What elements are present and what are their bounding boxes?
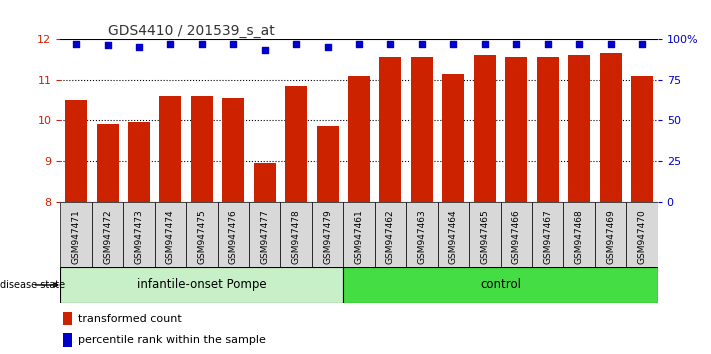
Bar — [128, 122, 150, 202]
Bar — [63, 333, 73, 347]
Bar — [254, 163, 276, 202]
Text: GSM947475: GSM947475 — [198, 210, 206, 264]
Point — [510, 41, 522, 47]
Text: GSM947463: GSM947463 — [417, 210, 427, 264]
Bar — [406, 202, 438, 267]
Point — [102, 42, 113, 48]
Point — [134, 44, 145, 50]
Bar — [97, 124, 119, 202]
Point — [542, 41, 553, 47]
Bar — [343, 267, 658, 303]
Point — [385, 41, 396, 47]
Bar — [568, 55, 590, 202]
Point — [353, 41, 365, 47]
Bar — [469, 202, 501, 267]
Text: GSM947472: GSM947472 — [103, 210, 112, 264]
Text: GSM947464: GSM947464 — [449, 210, 458, 264]
Bar — [218, 202, 249, 267]
Point — [165, 41, 176, 47]
Bar — [438, 202, 469, 267]
Bar — [63, 312, 73, 325]
Bar — [599, 53, 621, 202]
Bar — [223, 98, 245, 202]
Bar — [563, 202, 595, 267]
Point — [448, 41, 459, 47]
Point — [322, 44, 333, 50]
Bar — [155, 202, 186, 267]
Bar — [65, 100, 87, 202]
Text: infantile-onset Pompe: infantile-onset Pompe — [137, 279, 267, 291]
Bar — [474, 55, 496, 202]
Bar — [123, 202, 155, 267]
Bar — [186, 202, 218, 267]
Bar — [375, 202, 406, 267]
Text: GSM947467: GSM947467 — [543, 210, 552, 264]
Text: GSM947465: GSM947465 — [481, 210, 489, 264]
Point — [70, 41, 82, 47]
Text: GSM947477: GSM947477 — [260, 210, 269, 264]
Bar — [348, 76, 370, 202]
Bar — [631, 76, 653, 202]
Text: GSM947468: GSM947468 — [574, 210, 584, 264]
Bar — [411, 57, 433, 202]
Bar — [92, 202, 123, 267]
Bar — [312, 202, 343, 267]
Point — [479, 41, 491, 47]
Bar — [506, 57, 528, 202]
Bar — [60, 267, 343, 303]
Point — [416, 41, 427, 47]
Bar — [595, 202, 626, 267]
Bar — [626, 202, 658, 267]
Point — [291, 41, 302, 47]
Text: GSM947478: GSM947478 — [292, 210, 301, 264]
Bar — [249, 202, 280, 267]
Text: GSM947469: GSM947469 — [606, 210, 615, 264]
Bar — [537, 57, 559, 202]
Bar — [285, 86, 307, 202]
Bar — [191, 96, 213, 202]
Text: GSM947470: GSM947470 — [638, 210, 646, 264]
Point — [196, 41, 208, 47]
Bar — [159, 96, 181, 202]
Bar — [442, 74, 464, 202]
Bar — [532, 202, 563, 267]
Point — [605, 41, 616, 47]
Text: GSM947466: GSM947466 — [512, 210, 520, 264]
Text: control: control — [480, 279, 521, 291]
Bar — [343, 202, 375, 267]
Bar — [501, 202, 532, 267]
Text: GSM947462: GSM947462 — [386, 210, 395, 264]
Bar — [380, 57, 402, 202]
Text: GSM947474: GSM947474 — [166, 210, 175, 264]
Text: percentile rank within the sample: percentile rank within the sample — [78, 335, 266, 345]
Text: transformed count: transformed count — [78, 314, 182, 324]
Point — [259, 47, 270, 53]
Text: GDS4410 / 201539_s_at: GDS4410 / 201539_s_at — [108, 24, 275, 38]
Text: GSM947461: GSM947461 — [355, 210, 363, 264]
Text: GSM947471: GSM947471 — [72, 210, 80, 264]
Text: disease state: disease state — [0, 280, 65, 290]
Bar — [316, 126, 338, 202]
Point — [636, 41, 648, 47]
Text: GSM947479: GSM947479 — [323, 210, 332, 264]
Bar — [280, 202, 312, 267]
Text: GSM947473: GSM947473 — [134, 210, 144, 264]
Text: GSM947476: GSM947476 — [229, 210, 237, 264]
Bar — [60, 202, 92, 267]
Point — [228, 41, 239, 47]
Point — [573, 41, 584, 47]
